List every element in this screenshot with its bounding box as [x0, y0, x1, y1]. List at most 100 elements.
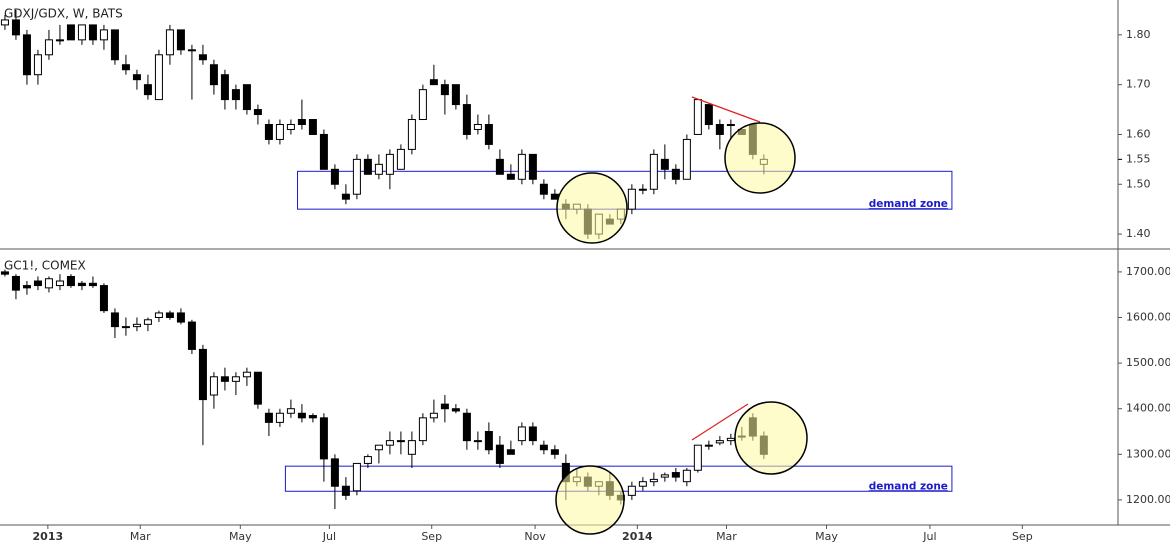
- candle-body: [0, 19, 9, 26]
- candle-body: [352, 158, 361, 195]
- candle-body: [451, 408, 460, 412]
- candle-body: [209, 64, 218, 86]
- y-tick-label: 1.50: [1126, 177, 1151, 190]
- candle-body: [715, 123, 724, 135]
- zone-label: demand zone: [869, 480, 948, 492]
- annotations: [555, 96, 808, 535]
- candle-body: [319, 417, 328, 460]
- candle-body: [198, 348, 207, 401]
- candle-body: [198, 54, 207, 61]
- candle-body: [704, 444, 713, 447]
- candle-body: [539, 183, 548, 195]
- candle-body: [99, 29, 108, 41]
- candle-body: [418, 417, 427, 442]
- candle-body: [319, 133, 328, 170]
- highlight-circle: [555, 465, 625, 535]
- candle-body: [649, 153, 658, 190]
- candle-body: [726, 123, 735, 126]
- candle-body: [726, 437, 735, 442]
- y-tick-label: 1500.00: [1126, 356, 1170, 369]
- candle-body: [385, 153, 394, 175]
- y-tick-label: 1.80: [1126, 28, 1151, 41]
- candle-body: [88, 24, 97, 41]
- candle-body: [110, 29, 119, 61]
- candle-body: [352, 462, 361, 492]
- candle-body: [715, 440, 724, 444]
- candle-body: [462, 104, 471, 135]
- x-tick-label: Sep: [1012, 530, 1033, 543]
- candle-body: [275, 123, 284, 140]
- candle-body: [154, 312, 163, 318]
- candle-body: [704, 104, 713, 125]
- candle-body: [88, 282, 97, 287]
- x-tick-label: Jul: [922, 530, 936, 543]
- candle-body: [495, 158, 504, 175]
- highlight-circle: [724, 122, 796, 194]
- candle-body: [253, 109, 262, 116]
- candle-body: [539, 444, 548, 451]
- pane-title: GDXJ/GDX, W, BATS: [4, 7, 123, 21]
- candle-body: [627, 188, 636, 210]
- candle-body: [374, 163, 383, 175]
- candle-body: [11, 19, 20, 36]
- candle-body: [33, 280, 42, 287]
- x-tick-label: 2013: [33, 530, 64, 543]
- candle-body: [627, 485, 636, 496]
- x-tick-label: Nov: [524, 530, 546, 543]
- candle-body: [693, 444, 702, 471]
- candle-body: [407, 119, 416, 150]
- candle-body: [308, 119, 317, 135]
- candle-body: [187, 49, 196, 52]
- candle-body: [22, 34, 31, 76]
- candle-body: [264, 412, 273, 423]
- candle-body: [143, 319, 152, 325]
- x-tick-label: Mar: [716, 530, 737, 543]
- candle-body: [275, 412, 284, 423]
- candle-body: [506, 449, 515, 455]
- candle-body: [682, 138, 691, 180]
- candle-body: [11, 275, 20, 291]
- candle-body: [220, 376, 229, 382]
- candle-body: [429, 79, 438, 86]
- candle-body: [418, 89, 427, 121]
- y-tick-label: 1300.00: [1126, 447, 1170, 460]
- candle-body: [231, 89, 240, 101]
- candle-body: [132, 74, 141, 81]
- candle-body: [484, 123, 493, 145]
- candle-body: [66, 24, 75, 41]
- x-tick-label: Sep: [421, 530, 442, 543]
- zone-label: demand zone: [869, 198, 948, 210]
- y-tick-label: 1.40: [1126, 227, 1151, 240]
- candle-body: [165, 29, 174, 56]
- candle-body: [55, 39, 64, 42]
- candle-body: [143, 84, 152, 96]
- candle-body: [132, 323, 141, 328]
- candle-body: [176, 312, 185, 323]
- trend-line: [691, 403, 749, 441]
- candle-body: [33, 54, 42, 76]
- candle-body: [297, 412, 306, 419]
- candle-body: [528, 153, 537, 180]
- candle-body: [649, 478, 658, 483]
- candle-body: [99, 285, 108, 312]
- y-tick-label: 1.70: [1126, 78, 1151, 91]
- candle-body: [495, 444, 504, 464]
- candle-body: [286, 123, 295, 130]
- highlight-circle: [556, 172, 628, 244]
- candle-body: [517, 426, 526, 442]
- candle-body: [550, 193, 559, 200]
- candle-body: [330, 458, 339, 487]
- candle-body: [341, 485, 350, 496]
- pane-title: GC1!, COMEX: [4, 259, 86, 273]
- x-tick-label: May: [229, 530, 252, 543]
- candle-body: [110, 312, 119, 328]
- candle-body: [297, 119, 306, 125]
- candle-body: [506, 173, 515, 180]
- candle-body: [484, 431, 493, 451]
- candle-body: [451, 84, 460, 106]
- candle-body: [154, 54, 163, 101]
- x-tick-label: Mar: [130, 530, 151, 543]
